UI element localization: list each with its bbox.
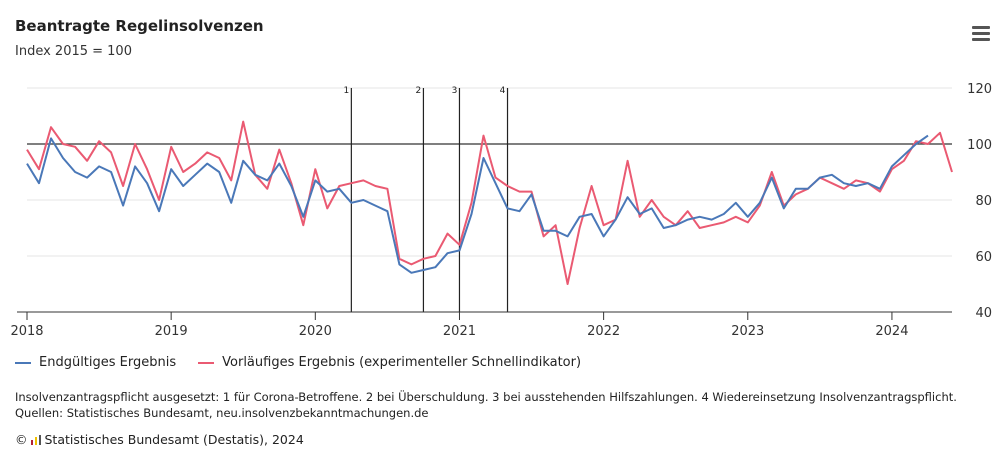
destatis-logo-icon	[30, 434, 42, 445]
legend-item-prelim[interactable]: Vorläufiges Ergebnis (experimenteller Sc…	[198, 355, 581, 370]
x-tick-label: 2020	[299, 324, 332, 339]
x-tick-label: 2021	[443, 324, 476, 339]
event-label: 3	[452, 86, 458, 96]
x-tick-label: 2022	[587, 324, 620, 339]
x-tick-label: 2023	[731, 324, 764, 339]
copyright-icon: ©	[15, 432, 28, 447]
event-label: 1	[343, 86, 349, 96]
x-axis: 2018 2019 2020 2021 2022 2023 2024	[10, 311, 952, 339]
legend-label-final: Endgültiges Ergebnis	[39, 355, 177, 370]
legend-item-final[interactable]: Endgültiges Ergebnis	[15, 355, 176, 370]
chart-title: Beantragte Regelinsolvenzen	[15, 17, 264, 35]
y-axis: 40 60 80 100 120	[967, 82, 992, 321]
legend: Endgültiges Ergebnis Vorläufiges Ergebni…	[15, 355, 581, 370]
series-line-prelim	[26, 120, 953, 285]
copyright-text: Statistisches Bundesamt (Destatis), 2024	[44, 432, 304, 447]
legend-swatch-prelim	[198, 361, 215, 364]
x-tick-label: 2019	[155, 324, 188, 339]
copyright-line: © Statistisches Bundesamt (Destatis), 20…	[15, 432, 304, 447]
y-tick-label: 120	[967, 82, 992, 97]
chart-subtitle: Index 2015 = 100	[15, 44, 132, 59]
x-tick-label: 2024	[875, 324, 908, 339]
series-lines	[26, 120, 953, 285]
y-tick-label: 80	[975, 194, 992, 209]
y-tick-label: 100	[967, 138, 992, 153]
hamburger-menu-icon[interactable]	[972, 26, 990, 42]
event-markers: 1 2 3 4	[343, 86, 509, 312]
legend-label-prelim: Vorläufiges Ergebnis (experimenteller Sc…	[222, 355, 582, 370]
series-line-final	[26, 134, 929, 274]
line-chart: 1 2 3 4 2018 2019 2020 2021 2022 2023 2024 40 60 80…	[10, 82, 992, 339]
event-label: 2	[416, 86, 422, 96]
footnote: Insolvenzantragspflicht ausgesetzt: 1 fü…	[15, 389, 985, 421]
footnote-line-1: Insolvenzantragspflicht ausgesetzt: 1 fü…	[15, 390, 957, 404]
event-label: 4	[500, 86, 506, 96]
y-tick-label: 40	[975, 306, 992, 321]
legend-swatch-final	[15, 361, 31, 364]
y-tick-label: 60	[975, 250, 992, 265]
footnote-line-2: Quellen: Statistisches Bundesamt, neu.in…	[15, 406, 429, 420]
x-tick-label: 2018	[10, 324, 43, 339]
